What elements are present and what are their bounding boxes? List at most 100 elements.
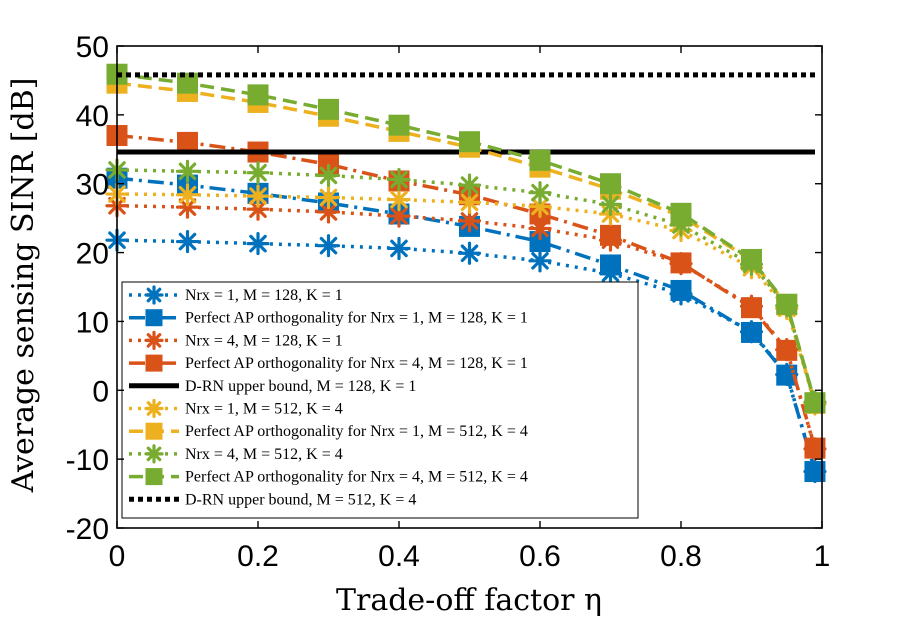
data-point-stroke [178, 198, 197, 216]
data-point [670, 202, 692, 224]
data-point [175, 229, 200, 254]
x-tick-label: 0.6 [519, 540, 561, 573]
axes: 0 0.2 0.4 0.6 0.8 1 -20 -10 0 10 20 30 40 50 [66, 31, 831, 573]
data-point-stroke [531, 252, 549, 270]
data-point [246, 161, 270, 185]
legend: Nrx = 1, M = 128, K = 1 Perfect AP orthog… [121, 281, 639, 519]
data-point-stroke [249, 200, 267, 218]
data-point-stroke [178, 162, 197, 181]
legend-label: Nrx = 1, M = 512, K = 4 [185, 401, 343, 418]
legend-label: Perfect AP orthogonality for Nrx = 1, M … [185, 423, 528, 440]
legend-marker-stroke [146, 287, 162, 303]
y-tick-label: 0 [92, 375, 109, 408]
y-tick-label: 20 [76, 238, 109, 271]
data-point [600, 224, 621, 246]
data-point-stroke [319, 236, 338, 255]
data-point [247, 84, 269, 106]
series-9 [106, 63, 826, 414]
data-point [670, 279, 692, 301]
data-point [459, 131, 480, 153]
data-point [741, 248, 762, 270]
data-point [457, 173, 482, 197]
data-point [457, 241, 482, 265]
legend-marker-stroke [146, 446, 162, 462]
data-point [177, 131, 198, 153]
axes-box [116, 45, 823, 529]
legend-marker [144, 444, 164, 464]
data-point-stroke [531, 183, 549, 202]
data-point [529, 149, 551, 171]
legend-label: D-RN upper bound, M = 128, K = 1 [185, 378, 416, 395]
data-point-stroke [460, 193, 479, 212]
y-tick-label: 10 [76, 306, 109, 339]
legend-box [121, 281, 639, 519]
data-point-stroke [178, 185, 197, 204]
data-point [804, 461, 826, 483]
data-point [598, 192, 623, 216]
legend-marker [145, 422, 163, 440]
legend-label: Nrx = 1, M = 128, K = 1 [185, 287, 343, 304]
legend-label: Perfect AP orthogonality for Nrx = 4, M … [185, 355, 528, 372]
legend-marker [145, 309, 163, 327]
y-tick-label: 30 [76, 169, 109, 202]
series-line [116, 176, 817, 472]
data-point-stroke [249, 187, 267, 205]
legend-marker [144, 330, 164, 350]
data-point-stroke [601, 195, 620, 214]
legend-marker [144, 285, 164, 305]
x-tick-label: 0 [109, 540, 126, 573]
data-point-stroke [319, 203, 338, 221]
x-axis-label: Trade-off factor η [336, 583, 602, 618]
legend-marker-stroke [146, 401, 162, 416]
data-point [175, 159, 200, 183]
series-line [116, 203, 817, 450]
data-point [804, 392, 826, 414]
data-point [776, 364, 798, 386]
data-point [246, 232, 270, 256]
data-point [776, 339, 798, 361]
y-tick-label: 40 [76, 100, 109, 133]
data-point-stroke [531, 197, 549, 216]
legend-label: Nrx = 4, M = 512, K = 4 [185, 446, 343, 463]
data-point [175, 183, 200, 207]
data-point-stroke [178, 232, 197, 251]
data-point-stroke [460, 212, 479, 230]
data-point [528, 181, 552, 205]
data-point [670, 252, 692, 274]
data-point [316, 234, 341, 258]
data-point [388, 114, 410, 136]
y-tick-label: -20 [66, 513, 109, 546]
data-point [776, 293, 798, 315]
legend-label: D-RN upper bound, M = 512, K = 4 [185, 491, 416, 508]
data-point [387, 187, 411, 212]
data-point [318, 98, 339, 120]
x-tick-label: 0.2 [237, 540, 279, 573]
data-point-stroke [319, 166, 338, 185]
x-tick-label: 0.4 [378, 540, 420, 573]
data-point [457, 209, 482, 233]
data-point [316, 163, 341, 188]
legend-marker-stroke [146, 333, 162, 348]
data-point-stroke [460, 176, 479, 194]
data-point-stroke [390, 190, 408, 209]
data-point [457, 190, 482, 214]
x-tick-label: 0.8 [660, 540, 702, 573]
data-point [387, 236, 411, 261]
data-point-stroke [460, 244, 479, 263]
legend-marker [145, 354, 163, 372]
data-point [316, 185, 341, 210]
x-tick-label: 1 [814, 540, 831, 573]
legend-label: Nrx = 4, M = 128, K = 1 [185, 332, 343, 349]
legend-marker [145, 468, 163, 486]
data-point [600, 173, 621, 195]
data-point [177, 72, 198, 94]
data-point [741, 321, 762, 343]
series-line [116, 192, 817, 405]
data-point-stroke [390, 170, 408, 189]
legend-label: Perfect AP orthogonality for Nrx = 1, M … [185, 310, 528, 327]
y-axis-label: Average sensing SINR [dB] [6, 78, 41, 494]
data-point [804, 437, 826, 459]
data-point-stroke [390, 239, 408, 258]
y-tick-label: -10 [66, 444, 109, 477]
